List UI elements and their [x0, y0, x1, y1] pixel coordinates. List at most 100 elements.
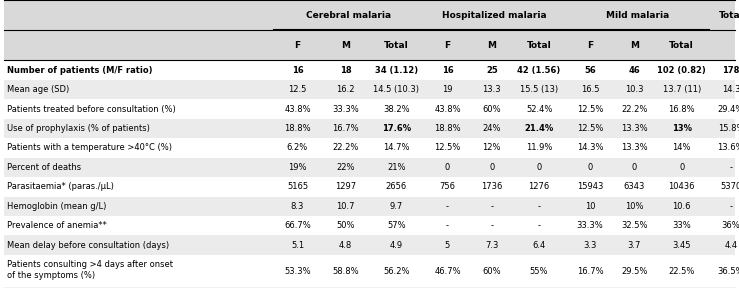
- Text: 33.3%: 33.3%: [576, 221, 604, 230]
- Text: 14%: 14%: [672, 143, 691, 152]
- Text: 56: 56: [585, 66, 596, 75]
- Text: 55%: 55%: [530, 267, 548, 276]
- Bar: [4, 197, 735, 216]
- Text: Mean age (SD): Mean age (SD): [7, 85, 69, 94]
- Text: M: M: [487, 41, 497, 50]
- Text: 18.8%: 18.8%: [434, 124, 461, 133]
- Text: 18.8%: 18.8%: [284, 124, 311, 133]
- Text: 21.4%: 21.4%: [525, 124, 554, 133]
- Text: -: -: [446, 202, 449, 211]
- Text: 22.2%: 22.2%: [621, 105, 647, 113]
- Text: -: -: [729, 202, 732, 211]
- Text: -: -: [537, 202, 541, 211]
- Text: 36%: 36%: [721, 221, 739, 230]
- Text: 6.4: 6.4: [533, 241, 545, 250]
- Text: 178: 178: [722, 66, 739, 75]
- Text: 13%: 13%: [672, 124, 692, 133]
- Text: 102 (0.82): 102 (0.82): [658, 66, 706, 75]
- Text: 24%: 24%: [483, 124, 501, 133]
- Text: 14.3: 14.3: [721, 85, 739, 94]
- Text: Cerebral malaria: Cerebral malaria: [306, 11, 391, 20]
- Text: Hemoglobin (mean g/L): Hemoglobin (mean g/L): [7, 202, 106, 211]
- Text: 17.6%: 17.6%: [382, 124, 411, 133]
- Text: 16.7%: 16.7%: [576, 267, 604, 276]
- Text: Patients with a temperature >40°C (%): Patients with a temperature >40°C (%): [7, 143, 172, 152]
- Text: 14.3%: 14.3%: [577, 143, 603, 152]
- Text: 4.8: 4.8: [339, 241, 352, 250]
- Text: 42 (1.56): 42 (1.56): [517, 66, 561, 75]
- Text: 11.9%: 11.9%: [526, 143, 552, 152]
- Text: -: -: [490, 202, 494, 211]
- Text: Patients treated before consultation (%): Patients treated before consultation (%): [7, 105, 176, 113]
- Text: 13.7 (11): 13.7 (11): [663, 85, 701, 94]
- Text: 46: 46: [629, 66, 640, 75]
- Text: -: -: [729, 163, 732, 172]
- Text: 22%: 22%: [336, 163, 355, 172]
- Text: 0: 0: [445, 163, 450, 172]
- Text: 43.8%: 43.8%: [284, 105, 311, 113]
- Text: Prevalence of anemia**: Prevalence of anemia**: [7, 221, 107, 230]
- Text: 6343: 6343: [624, 182, 645, 192]
- Text: 12.5%: 12.5%: [577, 124, 603, 133]
- Text: 43.8%: 43.8%: [434, 105, 461, 113]
- Text: 15.5 (13): 15.5 (13): [520, 85, 558, 94]
- Text: 60%: 60%: [483, 105, 501, 113]
- Text: 46.7%: 46.7%: [434, 267, 461, 276]
- Text: 5165: 5165: [287, 182, 308, 192]
- Text: Use of prophylaxis (% of patients): Use of prophylaxis (% of patients): [7, 124, 150, 133]
- Text: 5370: 5370: [721, 182, 739, 192]
- Text: 15943: 15943: [577, 182, 603, 192]
- Bar: [4, 80, 735, 99]
- Text: 52.4%: 52.4%: [526, 105, 552, 113]
- Text: 56.2%: 56.2%: [384, 267, 409, 276]
- Text: 29.5%: 29.5%: [621, 267, 647, 276]
- Text: 53.3%: 53.3%: [284, 267, 311, 276]
- Text: M: M: [630, 41, 639, 50]
- Text: 57%: 57%: [387, 221, 406, 230]
- Text: Total: Total: [384, 41, 409, 50]
- Text: 60%: 60%: [483, 267, 501, 276]
- Text: Total: Total: [718, 11, 739, 20]
- Text: 10.6: 10.6: [672, 202, 691, 211]
- Text: 25: 25: [486, 66, 497, 75]
- Text: Total: Total: [527, 41, 551, 50]
- Text: M: M: [341, 41, 350, 50]
- Bar: [4, 119, 735, 138]
- Text: 13.3%: 13.3%: [621, 124, 648, 133]
- Text: F: F: [587, 41, 593, 50]
- Text: 12.5: 12.5: [288, 85, 307, 94]
- Text: 8.3: 8.3: [290, 202, 304, 211]
- Text: Mean delay before consultation (days): Mean delay before consultation (days): [7, 241, 169, 250]
- Text: 14.5 (10.3): 14.5 (10.3): [373, 85, 420, 94]
- Text: 13.3%: 13.3%: [621, 143, 648, 152]
- Text: 12.5%: 12.5%: [435, 143, 460, 152]
- Text: 756: 756: [440, 182, 455, 192]
- Text: 0: 0: [489, 163, 494, 172]
- Text: F: F: [444, 41, 451, 50]
- Text: 14.7%: 14.7%: [384, 143, 409, 152]
- Text: 16.2: 16.2: [336, 85, 355, 94]
- Text: 16.7%: 16.7%: [332, 124, 359, 133]
- Text: 10436: 10436: [669, 182, 695, 192]
- Bar: [4, 236, 735, 255]
- Text: 13.6%: 13.6%: [718, 143, 739, 152]
- Text: 33.3%: 33.3%: [332, 105, 359, 113]
- Bar: [4, 0, 735, 30]
- Text: 19%: 19%: [288, 163, 307, 172]
- Text: 3.7: 3.7: [627, 241, 641, 250]
- Text: 12.5%: 12.5%: [577, 105, 603, 113]
- Text: 29.4%: 29.4%: [718, 105, 739, 113]
- Text: 38.2%: 38.2%: [383, 105, 410, 113]
- Text: -: -: [446, 221, 449, 230]
- Text: 9.7: 9.7: [390, 202, 403, 211]
- Text: 6.2%: 6.2%: [287, 143, 308, 152]
- Bar: [4, 30, 735, 60]
- Text: 2656: 2656: [386, 182, 407, 192]
- Text: 16.5: 16.5: [581, 85, 599, 94]
- Text: Hospitalized malaria: Hospitalized malaria: [443, 11, 547, 20]
- Text: 3.3: 3.3: [583, 241, 597, 250]
- Text: 19: 19: [442, 85, 453, 94]
- Text: 15.8%: 15.8%: [718, 124, 739, 133]
- Text: 5: 5: [445, 241, 450, 250]
- Text: 1297: 1297: [335, 182, 356, 192]
